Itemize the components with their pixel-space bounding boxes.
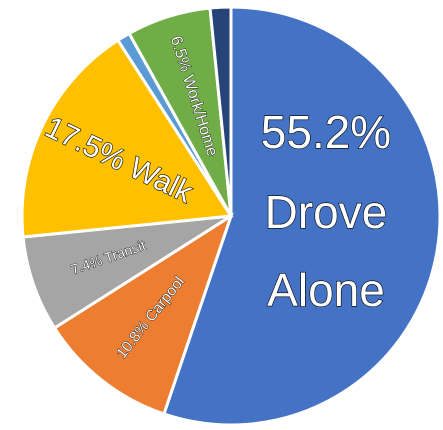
pie-slice-walk — [20, 38, 234, 239]
pie-slice-carpool — [52, 212, 234, 416]
pie-slice-drove-alone — [162, 5, 442, 427]
pie-slice-other-6 — [208, 5, 233, 217]
slice-label-drove-alone-line-2: Drove — [265, 186, 388, 238]
slice-label-drove-alone-line-1: 55.2% — [261, 106, 391, 158]
slice-label-drove-alone-line-3: Alone — [267, 264, 385, 316]
pie-slice-transit — [21, 214, 232, 331]
